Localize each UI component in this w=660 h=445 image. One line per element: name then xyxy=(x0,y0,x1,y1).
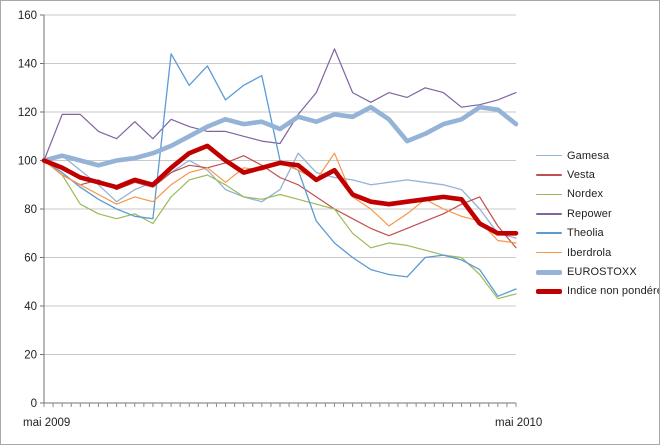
y-tick-label: 0 xyxy=(31,398,37,410)
legend-line-swatch xyxy=(536,174,562,176)
legend-item-iberdrola: Iberdrola xyxy=(536,243,659,262)
series-line-indice-non-pond-r- xyxy=(41,143,519,236)
legend-item-indice-non-pond-r-: Indice non pondéré xyxy=(536,282,660,301)
y-ticks-group: 0 20 40 60 80 100 120 140 160 xyxy=(18,10,44,410)
legend-item-theolia: Theolia xyxy=(536,224,659,243)
legend-line-swatch xyxy=(536,213,562,215)
legend-line-swatch xyxy=(536,288,562,294)
legend-label: EUROSTOXX xyxy=(567,266,637,279)
series-line-theolia xyxy=(43,53,517,297)
legend-label: Indice non pondéré xyxy=(567,285,660,298)
legend-label: Gamesa xyxy=(567,149,610,162)
y-tick-label: 40 xyxy=(24,301,37,313)
legend-line-swatch xyxy=(536,154,562,157)
legend-line-swatch xyxy=(536,232,562,235)
series-line-repower xyxy=(43,48,517,162)
legend-label: Iberdrola xyxy=(567,246,612,259)
legend-label: Vesta xyxy=(567,169,596,182)
legend-item-repower: Repower xyxy=(536,204,659,223)
x-axis-label-start: mai 2009 xyxy=(23,417,71,429)
y-tick-label: 80 xyxy=(24,204,37,216)
legend: Gamesa Vesta Nordex Repower Theolia Iberdrola… xyxy=(536,146,660,301)
y-tick-label: 120 xyxy=(18,107,37,119)
legend-item-eurostoxx: EUROSTOXX xyxy=(536,262,659,281)
y-tick-label: 140 xyxy=(18,59,37,71)
y-tick-label: 60 xyxy=(24,253,37,265)
x-ticks-group xyxy=(43,403,517,407)
legend-label: Repower xyxy=(567,207,612,220)
y-tick-label: 160 xyxy=(18,10,37,22)
legend-line-swatch xyxy=(536,251,562,254)
y-tick-label: 100 xyxy=(18,156,37,168)
legend-item-gamesa: Gamesa xyxy=(536,146,659,165)
y-tick-label: 20 xyxy=(24,350,37,362)
legend-label: Theolia xyxy=(567,227,604,240)
series-line-gamesa xyxy=(43,152,517,239)
series-group xyxy=(41,48,519,300)
legend-line-swatch xyxy=(536,193,562,196)
legend-line-swatch xyxy=(536,269,562,275)
legend-item-vesta: Vesta xyxy=(536,165,659,184)
x-axis-label-end: mai 2010 xyxy=(495,417,543,429)
series-line-eurostoxx xyxy=(41,104,519,168)
legend-label: Nordex xyxy=(567,188,604,201)
series-line-vesta xyxy=(43,155,517,249)
legend-item-nordex: Nordex xyxy=(536,185,659,204)
series-line-nordex xyxy=(43,159,517,300)
